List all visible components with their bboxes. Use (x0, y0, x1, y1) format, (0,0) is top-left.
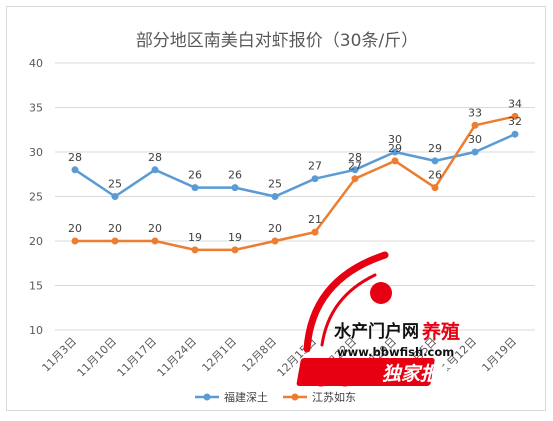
series-line-1 (75, 115, 516, 252)
data-label: 27 (308, 160, 322, 173)
legend-item-fujian: 福建深土 (195, 390, 268, 404)
y-tick-label: 30 (29, 146, 43, 159)
chart-frame: 部分地区南美白对虾报价（30条/斤） 10 15 20 25 30 35 40 11月3日 1… (6, 6, 546, 411)
y-axis: 10 15 20 25 30 35 40 (29, 57, 43, 337)
y-tick-label: 10 (29, 324, 43, 337)
gridlines (55, 62, 535, 331)
x-tick-label: 1月19日 (480, 335, 520, 375)
legend-marker-fujian (203, 393, 211, 401)
data-point (111, 193, 119, 200)
data-point (431, 157, 439, 165)
data-point (391, 157, 399, 165)
x-tick-label: 12月8日 (240, 335, 280, 375)
data-point (231, 246, 239, 254)
x-tick-label: 11月24日 (155, 335, 200, 380)
x-tick-label: 12月1日 (200, 335, 240, 375)
y-tick-label: 40 (29, 57, 43, 70)
x-tick-label: 11月10日 (75, 335, 120, 380)
swoosh-arc-inner (320, 273, 377, 347)
data-label: 30 (468, 133, 482, 146)
data-label: 30 (388, 133, 402, 146)
watermark-brand-accent: 养殖 (421, 320, 460, 343)
data-point (391, 148, 399, 156)
data-label: 27 (348, 160, 362, 173)
y-tick-label: 15 (29, 280, 43, 293)
data-label: 26 (228, 169, 242, 182)
data-label: 20 (68, 222, 82, 235)
legend-label-jiangsu: 江苏如东 (312, 390, 356, 404)
data-label: 26 (188, 169, 202, 182)
data-point (351, 166, 359, 174)
data-point (191, 246, 199, 254)
legend: 福建深土 江苏如东 (195, 390, 356, 404)
legend-label-fujian: 福建深土 (224, 390, 268, 404)
data-point (311, 175, 319, 183)
data-point (431, 184, 439, 192)
data-point (271, 193, 279, 200)
data-label: 21 (308, 213, 322, 226)
data-label: 28 (148, 151, 162, 164)
watermark-url: www.bbwfish.com (337, 345, 454, 359)
data-label: 28 (348, 151, 362, 164)
data-point (151, 166, 159, 174)
data-point (71, 166, 79, 174)
series-layer (71, 112, 519, 254)
data-label: 25 (268, 178, 282, 191)
watermark-brand-text: 水产门户网 (334, 321, 419, 342)
data-label: 32 (508, 115, 522, 128)
series-line-0 (74, 133, 516, 198)
data-label: 20 (148, 222, 162, 235)
data-point (111, 237, 119, 245)
legend-marker-jiangsu (291, 393, 299, 401)
legend-item-jiangsu: 江苏如东 (283, 390, 356, 404)
y-tick-label: 35 (29, 102, 43, 115)
data-point (471, 148, 479, 156)
data-point (511, 112, 519, 120)
data-point (351, 175, 359, 183)
data-label: 28 (68, 151, 82, 164)
y-tick-label: 20 (29, 235, 43, 248)
logo-dot (370, 282, 392, 304)
data-label: 29 (388, 142, 402, 155)
data-point (311, 228, 319, 236)
y-tick-label: 25 (29, 191, 43, 204)
watermark-banner-text: 独家报道 (382, 363, 461, 385)
data-point (511, 130, 519, 138)
data-label: 33 (468, 106, 482, 119)
x-tick-label: 11月17日 (115, 335, 160, 380)
data-label: 19 (228, 231, 242, 244)
data-point (231, 184, 239, 192)
data-label: 26 (428, 169, 442, 182)
x-tick-label: 11月3日 (40, 335, 80, 375)
data-label: 29 (428, 142, 442, 155)
data-label: 20 (108, 222, 122, 235)
banner-background (296, 358, 435, 386)
data-point (471, 121, 479, 129)
data-point (271, 237, 279, 245)
chart-title: 部分地区南美白对虾报价（30条/斤） (136, 31, 418, 51)
data-label: 19 (188, 231, 202, 244)
data-label: 20 (268, 222, 282, 235)
watermark-logo: 水产门户网 养殖 www.bbwfish.com 独家报道 (296, 251, 461, 387)
data-point (71, 237, 79, 245)
swoosh-arc-outer (303, 251, 389, 353)
data-label: 25 (108, 178, 122, 191)
data-point (151, 237, 159, 245)
data-point (191, 184, 199, 192)
data-label: 34 (508, 97, 522, 110)
